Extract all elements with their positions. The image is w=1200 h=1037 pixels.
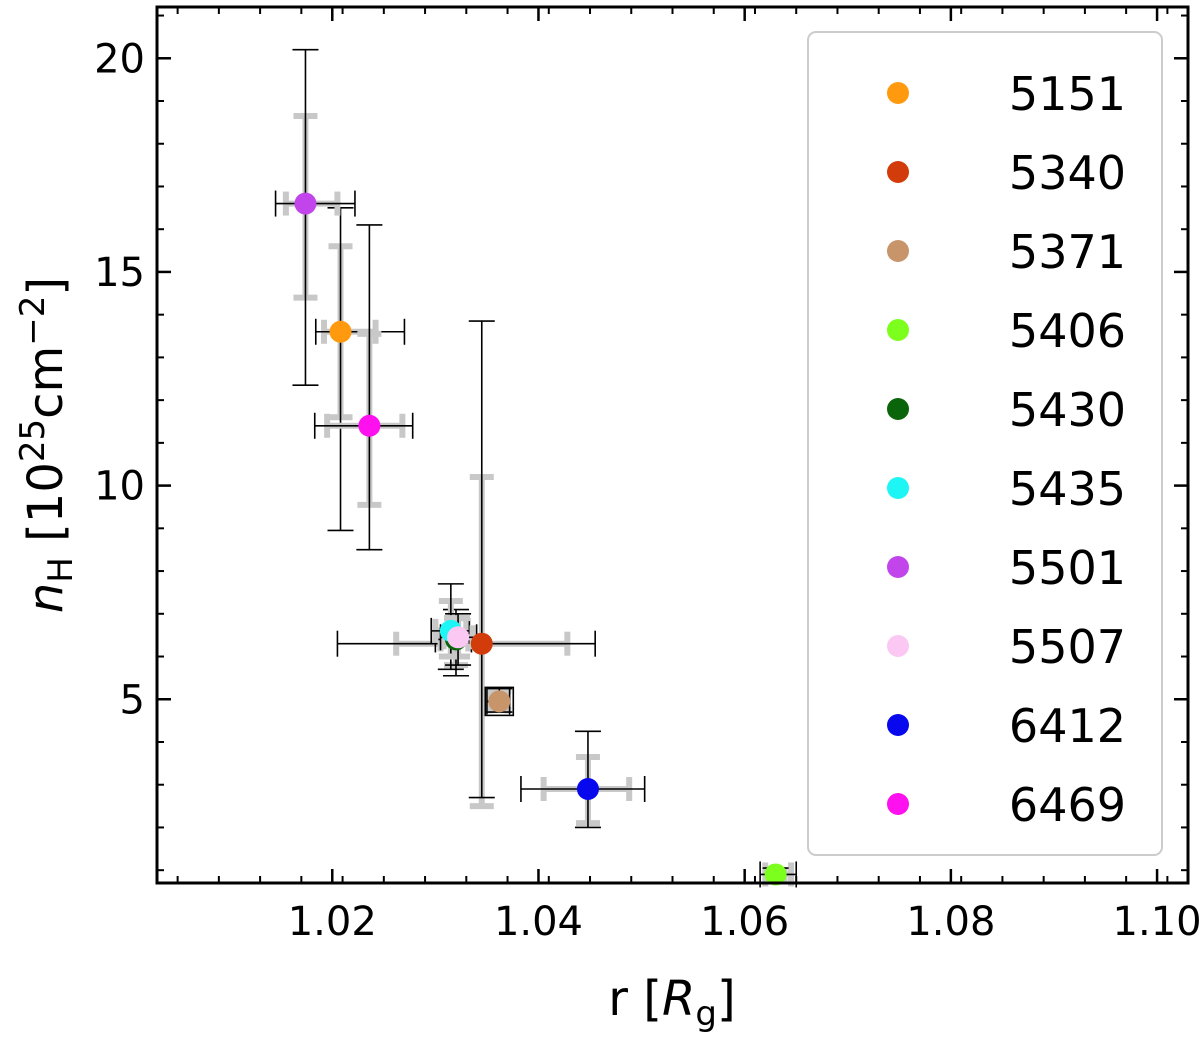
legend-marker-5371 <box>887 240 909 262</box>
legend-label-5151: 5151 <box>1009 67 1126 121</box>
data-point-6469 <box>358 414 381 437</box>
x-tick-label: 1.04 <box>494 899 583 945</box>
y-tick-label: 10 <box>94 464 145 510</box>
x-axis-label-close: ] <box>717 971 736 1027</box>
y-tick-label: 20 <box>94 36 145 82</box>
legend-label-5340: 5340 <box>1009 146 1126 200</box>
legend-label-5501: 5501 <box>1009 541 1126 595</box>
error-bar-layer <box>274 48 798 888</box>
data-point-5507 <box>447 626 470 649</box>
y-axis-label-unit-open: [10 <box>18 462 74 557</box>
legend-label-5430: 5430 <box>1009 383 1126 437</box>
legend-marker-5501 <box>887 556 909 578</box>
legend-label-5507: 5507 <box>1009 620 1126 674</box>
legend-marker-5430 <box>887 398 909 420</box>
legend-marker-5507 <box>887 635 909 657</box>
data-point-5340 <box>470 632 493 655</box>
legend-marker-5406 <box>887 319 909 341</box>
x-axis-label-sub: g <box>695 994 717 1034</box>
x-axis-label-var: R <box>662 971 695 1027</box>
data-point-layer <box>294 192 787 886</box>
legend-marker-6469 <box>887 793 909 815</box>
y-axis-label-close: ] <box>18 277 74 296</box>
x-tick-label: 1.08 <box>906 899 995 945</box>
legend-label-5435: 5435 <box>1009 462 1126 516</box>
data-point-5501 <box>294 192 317 215</box>
legend-marker-5151 <box>887 82 909 104</box>
y-tick-label: 15 <box>94 250 145 296</box>
y-tick-label: 5 <box>120 677 145 723</box>
legend: 5151 5340 5371 5406 5430 5435 5501 5507 6412 6469 <box>807 31 1163 856</box>
legend-label-5406: 5406 <box>1009 304 1126 358</box>
legend-label-5371: 5371 <box>1009 225 1126 279</box>
x-tick-label: 1.06 <box>700 899 789 945</box>
data-point-5151 <box>329 320 352 343</box>
y-axis-label-sub: H <box>41 557 81 583</box>
x-axis-label-base: r [ <box>608 971 662 1027</box>
data-point-5371 <box>488 690 511 713</box>
data-point-6412 <box>576 777 599 800</box>
y-axis-label-exp2: −2 <box>13 296 53 346</box>
x-tick-label: 1.02 <box>288 899 377 945</box>
y-axis-label-var: n <box>18 583 74 613</box>
legend-marker-6412 <box>887 714 909 736</box>
x-axis-label: r [Rg] <box>608 971 735 1034</box>
y-axis-label-exp: 25 <box>13 419 53 462</box>
data-point-5406 <box>764 863 787 886</box>
axis-ticks: 1.02 1.04 1.06 1.08 1.10 5 10 15 20 <box>94 7 1200 945</box>
point-box-5371 <box>484 686 515 717</box>
legend-marker-5435 <box>887 477 909 499</box>
legend-label-6412: 6412 <box>1009 699 1126 753</box>
y-axis-label-unit: cm <box>18 346 74 419</box>
legend-label-6469: 6469 <box>1009 778 1126 832</box>
y-axis-label: nH [1025cm−2] <box>13 277 81 613</box>
legend-marker-5340 <box>887 161 909 183</box>
x-tick-label: 1.10 <box>1113 899 1200 945</box>
